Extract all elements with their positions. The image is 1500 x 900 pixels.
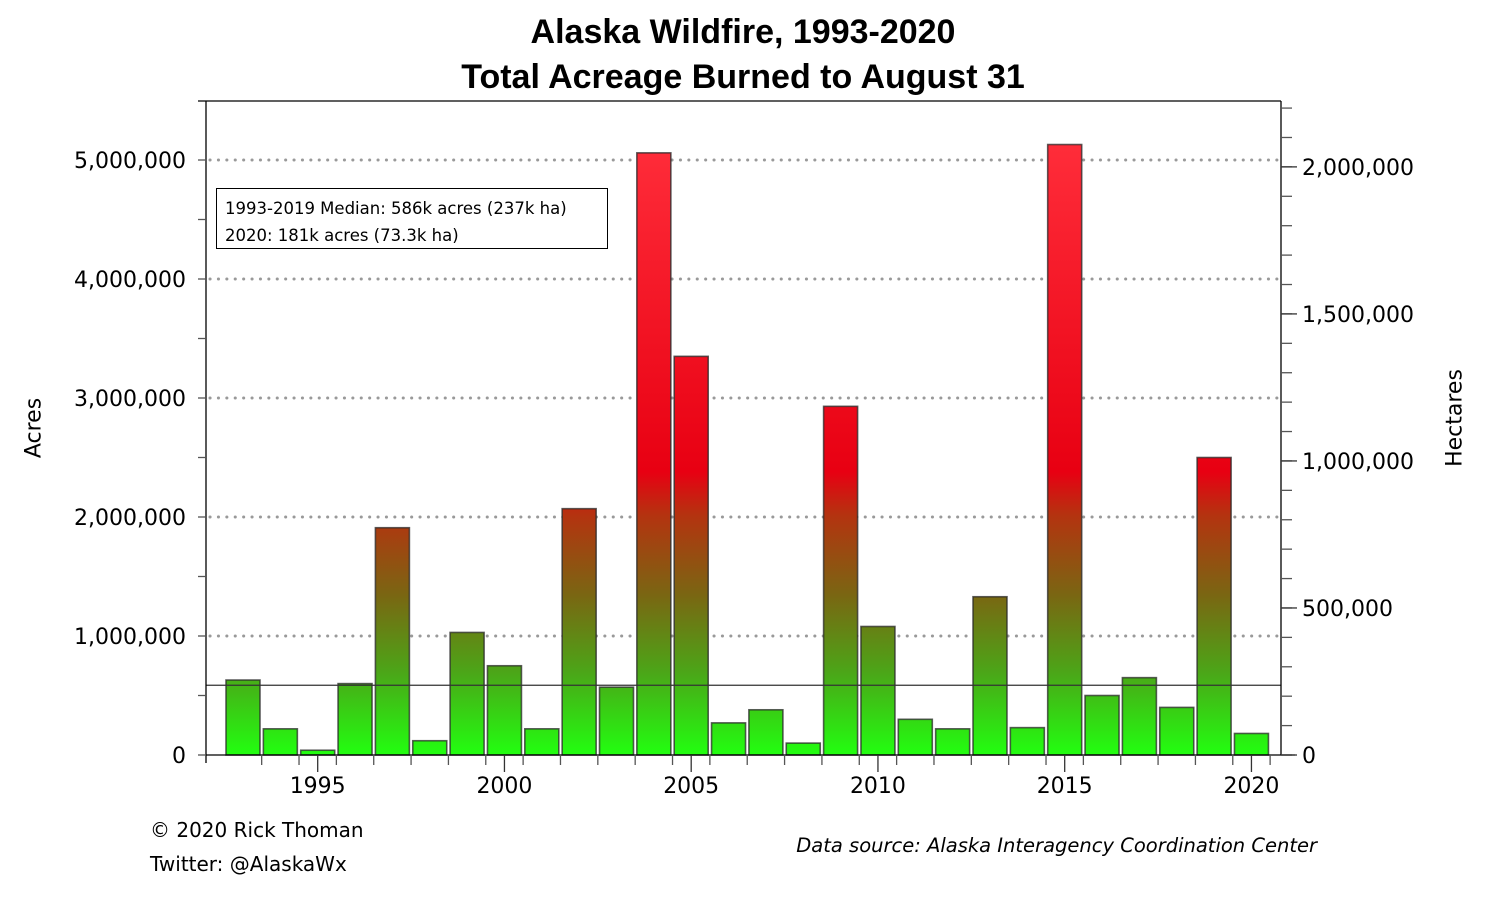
right-axis: 0 500,000 1,000,000 1,500,000 2,000,000 [1281, 107, 1414, 769]
x-tick-label: 2010 [850, 774, 906, 799]
y-axis-label-hectares: Hectares [1442, 369, 1468, 467]
bar-1997 [374, 526, 411, 756]
left-axis: 0 1,000,000 2,000,000 3,000,000 4,000,000 5,0… [74, 149, 206, 769]
left-tick-label: 5,000,000 [74, 149, 186, 174]
bar-2015 [1046, 143, 1083, 756]
data-source: Data source: Alaska Interagency Coordina… [796, 834, 1317, 857]
left-tick-label: 4,000,000 [74, 268, 186, 293]
bar-2008 [785, 742, 822, 756]
bar-2013 [972, 595, 1008, 756]
bar-2010 [860, 625, 896, 756]
bar-2001 [523, 728, 560, 756]
bar-1993 [225, 679, 261, 756]
chart-title-line2: Total Acreage Burned to August 31 [461, 58, 1025, 96]
x-tick-label: 2000 [476, 774, 532, 799]
bar-1998 [411, 739, 448, 756]
bar-2000 [486, 664, 523, 756]
right-tick-label: 1,000,000 [1302, 450, 1414, 475]
left-tick-label: 1,000,000 [74, 625, 186, 650]
annotation-median: 1993-2019 Median: 586k acres (237k ha) [225, 199, 567, 218]
right-tick-label: 1,500,000 [1302, 303, 1414, 328]
x-tick-label: 1995 [290, 774, 346, 799]
bar-2003 [598, 686, 635, 756]
right-tick-label: 500,000 [1302, 597, 1393, 622]
left-tick-label: 3,000,000 [74, 387, 186, 412]
bar-1994 [262, 728, 299, 756]
bar-1999 [449, 631, 485, 756]
copyright-credit: © 2020 Rick Thoman [150, 818, 364, 842]
right-tick-label: 0 [1302, 744, 1316, 769]
y-axis-label-acres: Acres [21, 397, 47, 459]
x-axis: 1995 2000 2005 2010 2015 2020 [261, 755, 1279, 799]
bar-2011 [897, 718, 934, 756]
bar-2019 [1196, 456, 1232, 756]
x-tick-label: 2005 [663, 774, 719, 799]
plot-frame [198, 100, 1295, 763]
twitter-credit: Twitter: @AlaskaWx [150, 852, 347, 876]
bar-2017 [1121, 676, 1158, 756]
bar-2004 [636, 152, 672, 756]
bar-2006 [710, 722, 747, 756]
bar-2012 [934, 728, 971, 756]
bar-2020 [1233, 732, 1270, 756]
bar-2005 [673, 355, 710, 756]
gridlines [208, 158, 1281, 638]
bar-2002 [561, 507, 597, 756]
bar-1996 [337, 682, 373, 756]
x-tick-label: 2015 [1037, 774, 1093, 799]
x-tick-label: 2020 [1223, 774, 1279, 799]
bar-2009 [822, 405, 859, 756]
bar-2014 [1009, 726, 1046, 756]
left-tick-label: 2,000,000 [74, 506, 186, 531]
left-tick-label: 0 [172, 744, 186, 769]
right-tick-label: 2,000,000 [1302, 156, 1414, 181]
annotation-2020: 2020: 181k acres (73.3k ha) [225, 226, 459, 245]
chart-title-line1: Alaska Wildfire, 1993-2020 [530, 13, 956, 51]
annotation-box: 1993-2019 Median: 586k acres (237k ha) 2… [216, 188, 608, 249]
bar-2018 [1158, 706, 1195, 756]
bar-2016 [1084, 694, 1120, 756]
bar-1995 [299, 749, 336, 756]
bar-2007 [748, 708, 784, 756]
